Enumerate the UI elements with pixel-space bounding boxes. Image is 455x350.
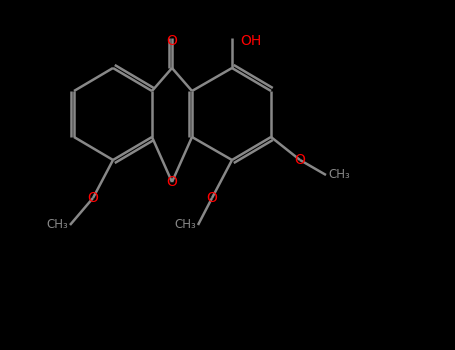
Text: O: O: [167, 34, 177, 48]
Text: O: O: [167, 175, 177, 189]
Text: O: O: [207, 191, 217, 205]
Text: O: O: [294, 153, 305, 167]
Text: OH: OH: [240, 34, 261, 48]
Text: CH₃: CH₃: [46, 218, 68, 231]
Text: CH₃: CH₃: [328, 168, 350, 182]
Text: CH₃: CH₃: [174, 218, 196, 231]
Text: O: O: [87, 191, 98, 205]
